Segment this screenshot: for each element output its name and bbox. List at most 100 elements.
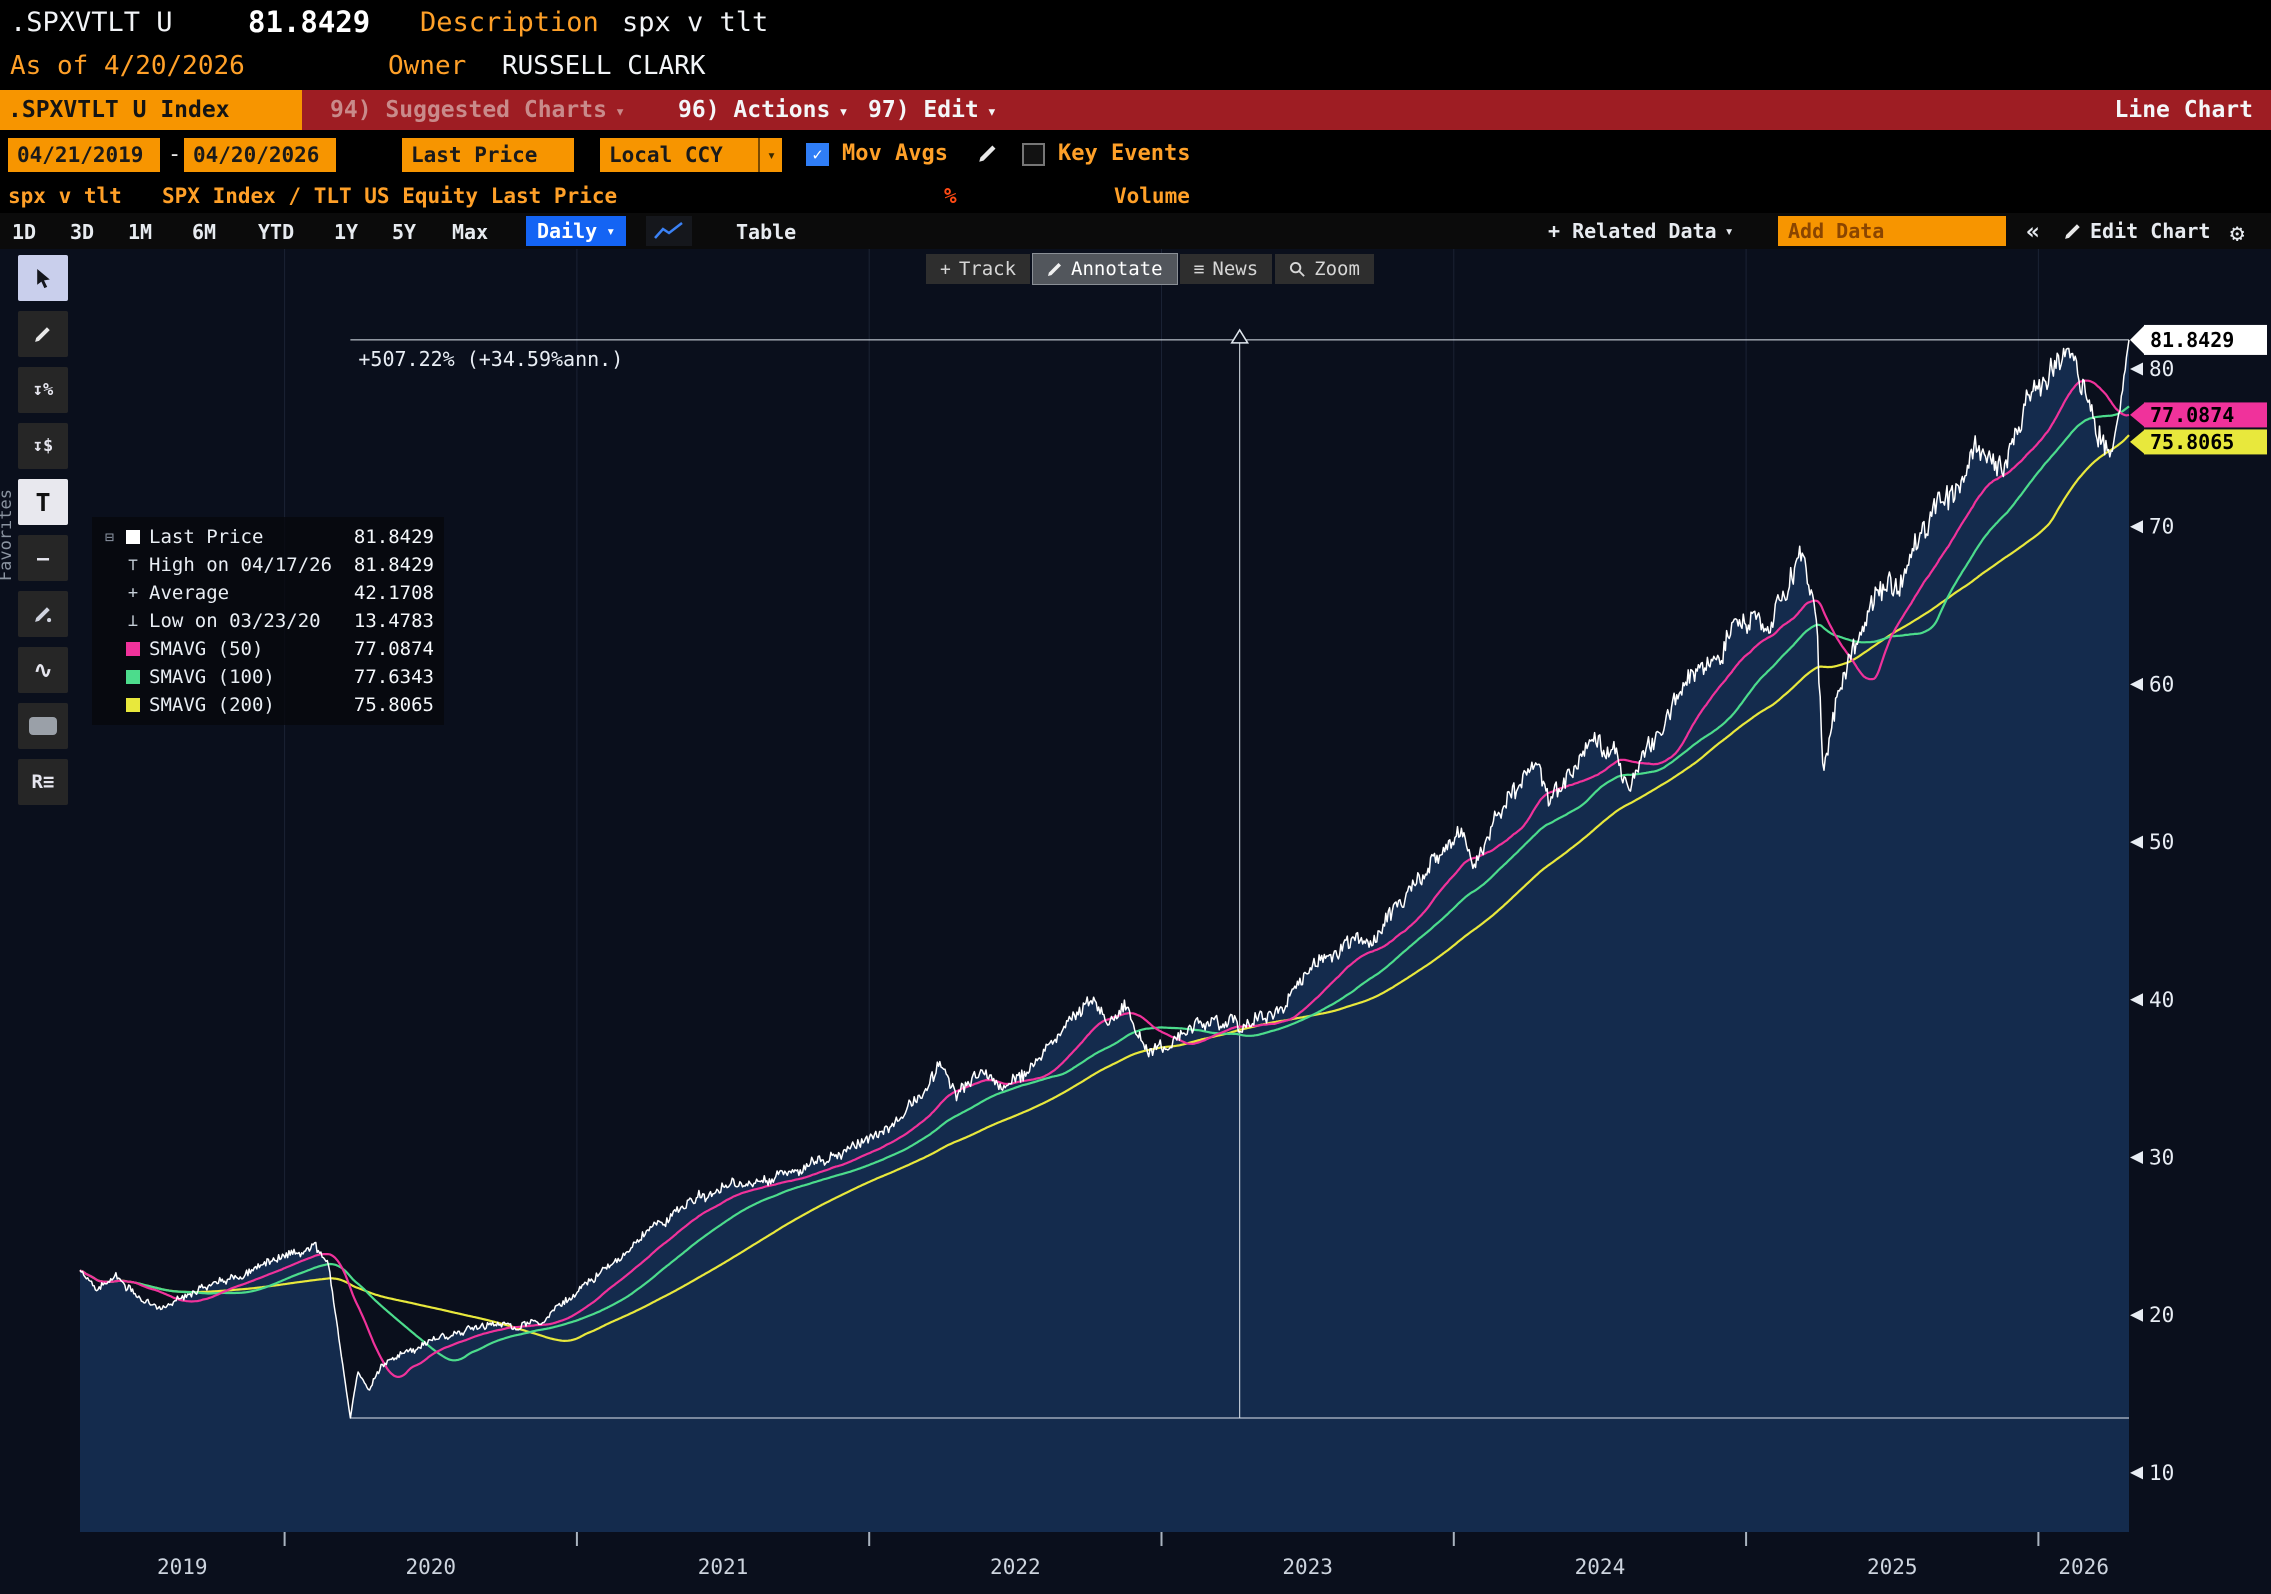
- legend-row-average[interactable]: + Average 42.1708: [102, 579, 434, 607]
- period-1y[interactable]: 1Y: [334, 220, 359, 244]
- svg-text:60: 60: [2149, 672, 2174, 696]
- description-label: Description: [420, 7, 599, 38]
- legend-row-low[interactable]: ⊥ Low on 03/23/20 13.4783: [102, 607, 434, 635]
- suggested-charts-label: 94) Suggested Charts: [330, 97, 607, 123]
- svg-text:70: 70: [2149, 515, 2174, 539]
- period-bar: 1D 3D 1M 6M YTD 1Y 5Y Max Daily ▾ Table …: [0, 213, 2271, 249]
- legend-label: SMAVG (200): [149, 694, 275, 716]
- period-5y[interactable]: 5Y: [392, 220, 417, 244]
- legend-label: SMAVG (50): [149, 638, 264, 660]
- collapse-button[interactable]: «: [2026, 219, 2040, 245]
- index-formula[interactable]: SPX Index / TLT US Equity Last Price: [162, 184, 618, 208]
- percent-flag[interactable]: %: [944, 184, 957, 208]
- news-icon: ≡: [1193, 258, 1205, 280]
- period-max[interactable]: Max: [452, 220, 489, 244]
- legend-value: 13.4783: [353, 610, 434, 632]
- percent-measure-tool[interactable]: ↧%: [18, 367, 68, 413]
- horizontal-line-tool[interactable]: —: [18, 535, 68, 581]
- legend-row-smavg-100[interactable]: SMAVG (100) 77.6343: [102, 663, 434, 691]
- currency-label: Local CCY: [609, 143, 723, 167]
- chart-type-title: Line Chart: [2114, 97, 2253, 123]
- news-button[interactable]: ≡ News: [1179, 254, 1273, 284]
- table-button[interactable]: Table: [736, 220, 797, 244]
- volume-label[interactable]: Volume: [1114, 184, 1190, 208]
- regression-tool[interactable]: R≡: [18, 759, 68, 805]
- legend-row-high[interactable]: ⊤ High on 04/17/26 81.8429: [102, 551, 434, 579]
- percent-measure-icon: ↧%: [32, 380, 54, 400]
- price-measure-tool[interactable]: ↧$: [18, 423, 68, 469]
- period-1d[interactable]: 1D: [12, 220, 37, 244]
- text-annotation-tool[interactable]: T: [18, 479, 68, 525]
- check-icon: ✓: [812, 144, 823, 165]
- eraser-tool[interactable]: [18, 703, 68, 749]
- menu-suggested-charts[interactable]: 94) Suggested Charts ▾: [330, 97, 625, 123]
- favorites-label[interactable]: Favorites: [0, 489, 16, 582]
- legend-label: Last Price: [149, 526, 264, 548]
- annotate-pencil-icon: [1048, 263, 1062, 276]
- svg-text:30: 30: [2149, 1146, 2174, 1170]
- legend-label: High on 04/17/26: [149, 554, 333, 576]
- mov-avgs-edit-pencil-icon[interactable]: [978, 143, 998, 163]
- settings-gear-icon[interactable]: ⚙: [2230, 219, 2245, 247]
- currency-dropdown[interactable]: ▾: [757, 138, 776, 172]
- period-3d[interactable]: 3D: [70, 220, 95, 244]
- cursor-tool[interactable]: [18, 255, 68, 301]
- add-data-input[interactable]: Add Data: [1778, 216, 2006, 246]
- draw-tool[interactable]: [18, 311, 68, 357]
- trendline-tool[interactable]: [18, 591, 68, 637]
- actions-label: 96) Actions: [678, 97, 831, 123]
- tree-expander-icon[interactable]: ⊟: [104, 528, 115, 546]
- mov-avgs-checkbox[interactable]: ✓: [806, 143, 829, 166]
- end-date-input[interactable]: 04/20/2026: [184, 138, 336, 172]
- price-field-label: Last Price: [411, 143, 538, 167]
- annotate-button[interactable]: Annotate: [1032, 253, 1178, 285]
- add-data-placeholder: Add Data: [1788, 219, 1885, 243]
- curve-tool[interactable]: ∿: [18, 647, 68, 693]
- start-date-input[interactable]: 04/21/2019: [8, 138, 160, 172]
- eraser-icon: [29, 717, 57, 735]
- legend-label: Average: [149, 582, 230, 604]
- legend-value: 77.6343: [353, 666, 434, 688]
- last-price-marker: [126, 530, 140, 544]
- price-chart-canvas[interactable]: 2019 2020 2021 2022 2023 2024 2025 2026 +507.22%…: [0, 249, 2271, 1594]
- line-chart-type-button[interactable]: [646, 216, 692, 246]
- related-data-button[interactable]: + Related Data ▾: [1548, 219, 1734, 243]
- frequency-select[interactable]: Daily ▾: [526, 216, 627, 246]
- price-field-button[interactable]: Last Price: [402, 138, 574, 172]
- magnifier-icon: [1290, 261, 1305, 277]
- legend-row-smavg-200[interactable]: SMAVG (200) 75.8065: [102, 691, 434, 719]
- legend-value: 77.0874: [353, 638, 434, 660]
- track-label: Track: [958, 258, 1017, 280]
- chart-area[interactable]: 2019 2020 2021 2022 2023 2024 2025 2026 +507.22%…: [0, 249, 2271, 1594]
- track-button[interactable]: + Track: [926, 254, 1031, 284]
- legend-row-last-price[interactable]: ⊟ Last Price 81.8429: [102, 523, 434, 551]
- period-ytd[interactable]: YTD: [258, 220, 295, 244]
- svg-text:2024: 2024: [1575, 1555, 1626, 1579]
- trendline-pencil-icon: [35, 607, 52, 623]
- annotate-label: Annotate: [1071, 258, 1163, 280]
- end-date-value: 04/20/2026: [193, 143, 320, 167]
- menu-edit[interactable]: 97) Edit ▾: [868, 97, 997, 123]
- custom-index-name[interactable]: spx v tlt: [8, 184, 122, 208]
- security-tab[interactable]: .SPXVTLT U Index: [0, 90, 302, 130]
- legend-row-smavg-50[interactable]: SMAVG (50) 77.0874: [102, 635, 434, 663]
- drawing-toolbar: ↧% ↧$ T — ∿ R: [18, 255, 76, 815]
- smavg100-marker: [126, 670, 140, 684]
- period-1m[interactable]: 1M: [128, 220, 153, 244]
- edit-chart-button[interactable]: Edit Chart: [2064, 219, 2210, 243]
- cursor-icon: [36, 268, 50, 288]
- menu-actions[interactable]: 96) Actions ▾: [678, 97, 849, 123]
- svg-text:2022: 2022: [990, 1555, 1041, 1579]
- zoom-label: Zoom: [1314, 258, 1360, 280]
- zoom-button[interactable]: Zoom: [1275, 254, 1374, 284]
- currency-select[interactable]: Local CCY ▾: [600, 138, 782, 172]
- line-chart-icon: [654, 222, 683, 239]
- price-measure-icon: ↧$: [32, 436, 54, 456]
- track-crosshair-icon: +: [940, 258, 951, 280]
- key-events-checkbox[interactable]: [1022, 143, 1045, 166]
- period-6m[interactable]: 6M: [192, 220, 217, 244]
- svg-text:2019: 2019: [157, 1555, 208, 1579]
- svg-text:+507.22% (+34.59%ann.): +507.22% (+34.59%ann.): [358, 347, 623, 371]
- description-value: spx v tlt: [622, 7, 769, 38]
